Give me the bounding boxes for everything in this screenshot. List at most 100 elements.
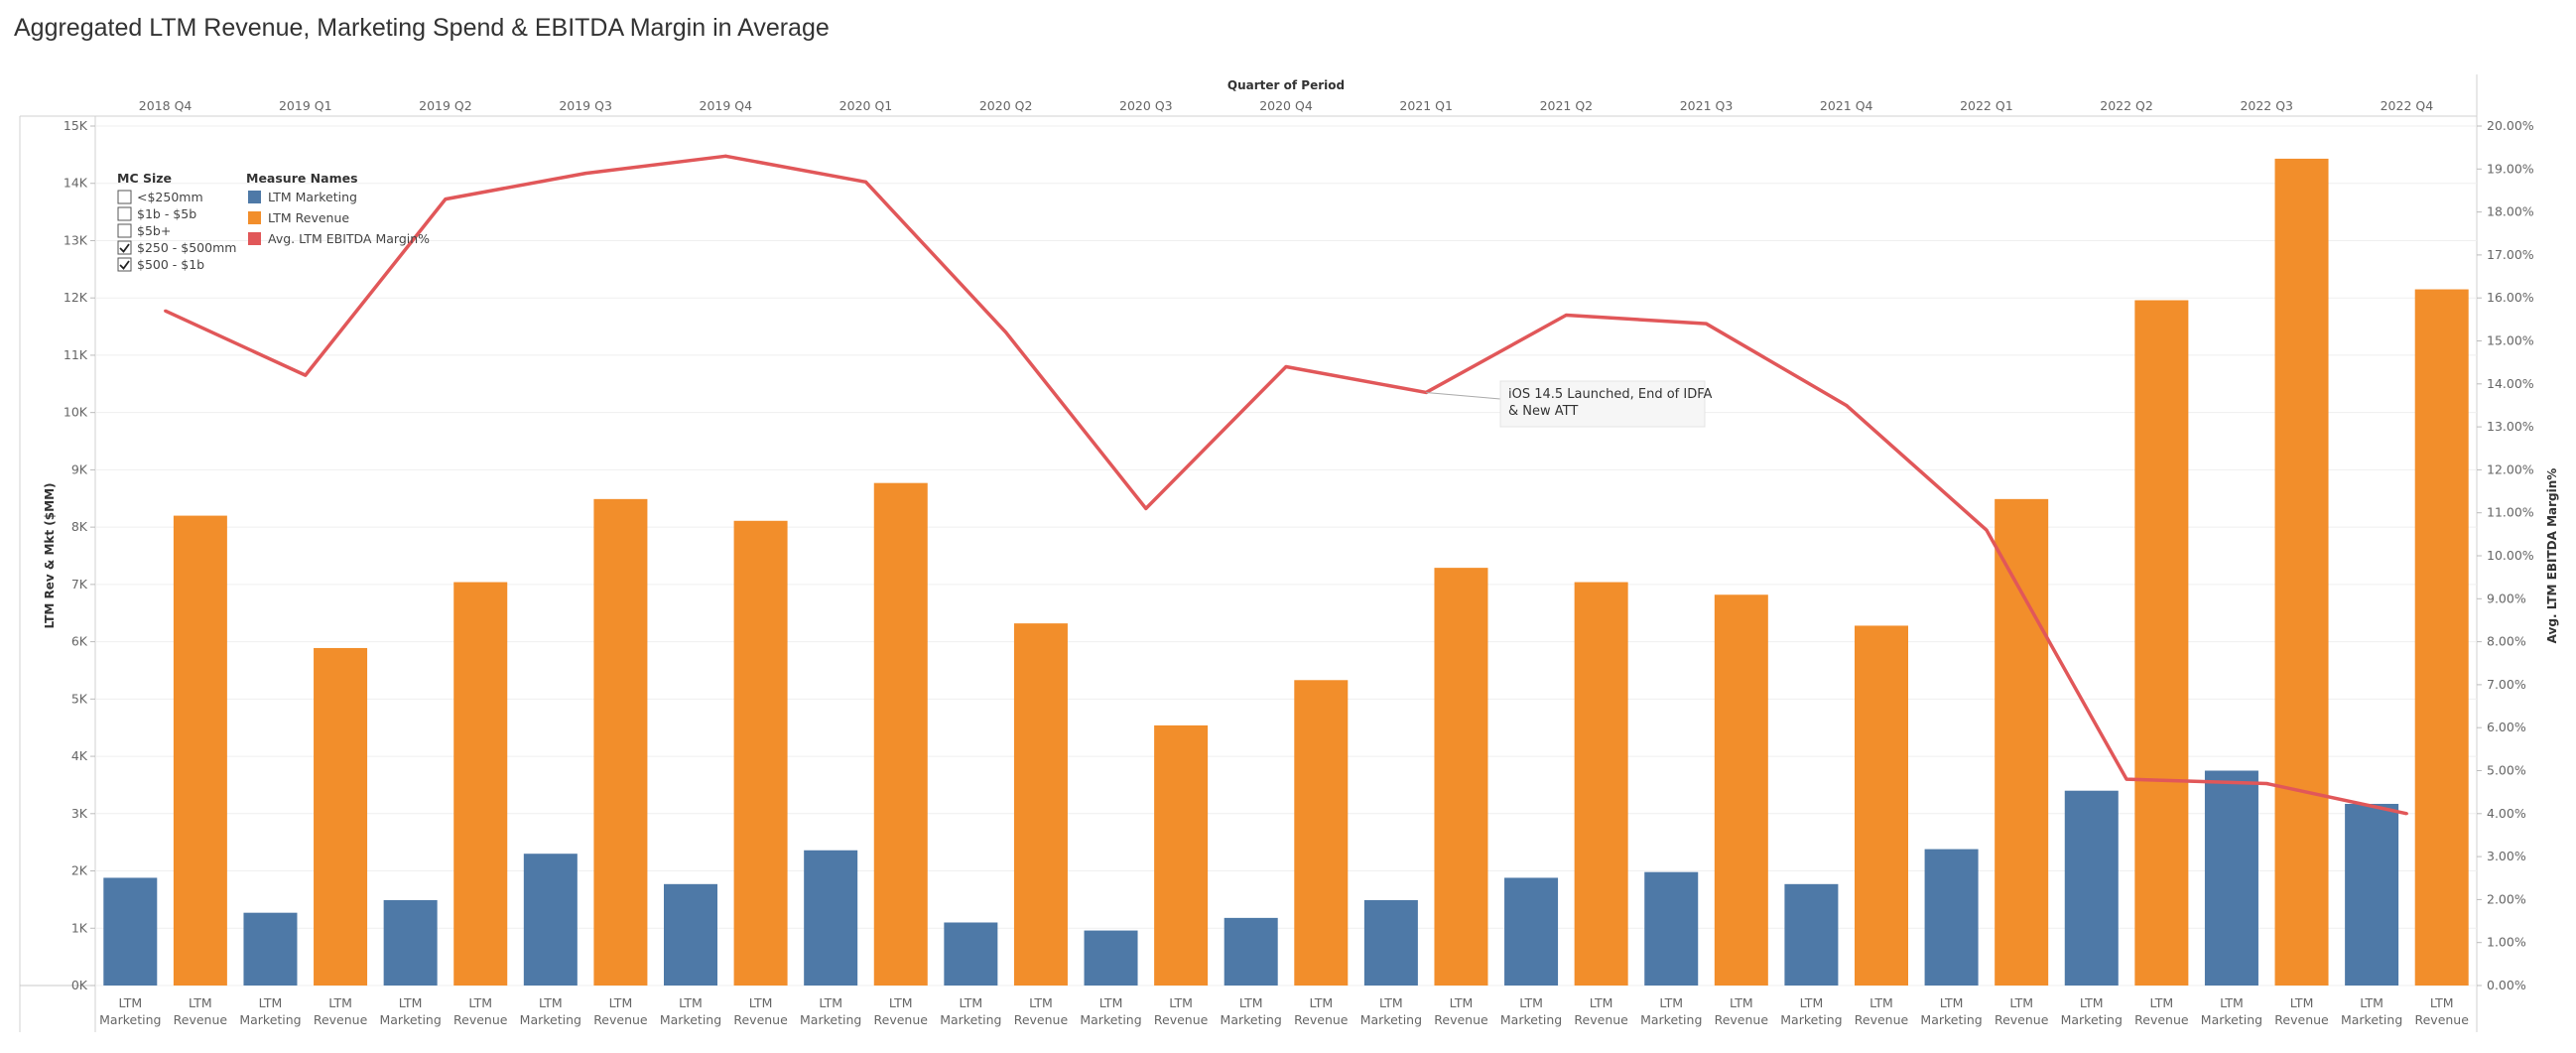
category-label-revenue: LTM xyxy=(468,995,492,1010)
category-label-marketing: LTM xyxy=(1379,995,1403,1010)
mc-size-option[interactable]: $250 - $500mm xyxy=(117,240,236,255)
category-label-marketing: Marketing xyxy=(239,1012,301,1027)
category-label-marketing: Marketing xyxy=(1780,1012,1842,1027)
left-tick-label: 12K xyxy=(64,290,88,305)
legend-swatch xyxy=(248,191,261,203)
ebitda-margin-point xyxy=(1144,506,1148,510)
category-label-revenue: LTM xyxy=(1169,995,1193,1010)
bar-ltm-revenue xyxy=(2274,158,2329,986)
right-tick-label: 14.00% xyxy=(2487,376,2534,391)
mc-size-option[interactable]: $5b+ xyxy=(117,223,171,238)
bar-ltm-marketing xyxy=(103,877,158,986)
checkbox xyxy=(117,257,132,272)
category-label-marketing: LTM xyxy=(679,995,703,1010)
category-label-revenue: Revenue xyxy=(874,1012,929,1027)
category-label-revenue: Revenue xyxy=(2274,1012,2329,1027)
legend-label: Avg. LTM EBITDA Margin% xyxy=(268,231,430,246)
mc-size-label: $5b+ xyxy=(137,223,171,238)
bar-ltm-revenue xyxy=(1574,582,1628,986)
category-label-revenue: Revenue xyxy=(1995,1012,2049,1027)
category-label-revenue: Revenue xyxy=(453,1012,508,1027)
category-label-revenue: LTM xyxy=(609,995,633,1010)
category-label-revenue: Revenue xyxy=(1294,1012,1349,1027)
right-tick-label: 19.00% xyxy=(2487,161,2534,176)
quarter-label: 2022 Q3 xyxy=(2240,98,2293,113)
category-label-revenue: LTM xyxy=(1590,995,1613,1010)
checkbox xyxy=(117,223,132,238)
category-label-revenue: Revenue xyxy=(1715,1012,1769,1027)
category-label-marketing: Marketing xyxy=(1080,1012,1141,1027)
legend-label: LTM Revenue xyxy=(268,210,349,225)
bar-ltm-marketing xyxy=(1644,871,1699,986)
category-label-revenue: LTM xyxy=(1450,995,1474,1010)
category-label-revenue: LTM xyxy=(1309,995,1333,1010)
bar-ltm-marketing xyxy=(2064,790,2119,986)
legend-swatch xyxy=(248,211,261,224)
left-tick-label: 11K xyxy=(64,347,88,362)
category-label-marketing: LTM xyxy=(819,995,842,1010)
right-tick-label: 15.00% xyxy=(2487,333,2534,348)
left-tick-label: 9K xyxy=(71,461,88,476)
right-tick-label: 6.00% xyxy=(2487,720,2526,734)
category-label-marketing: LTM xyxy=(2220,995,2244,1010)
bar-ltm-revenue xyxy=(733,520,788,986)
right-tick-label: 3.00% xyxy=(2487,849,2526,863)
category-label-revenue: Revenue xyxy=(2134,1012,2189,1027)
category-label-marketing: LTM xyxy=(259,995,283,1010)
chart-title: Aggregated LTM Revenue, Marketing Spend … xyxy=(14,14,830,42)
bar-ltm-revenue xyxy=(1013,623,1068,986)
left-tick-label: 0K xyxy=(71,978,88,992)
bar-ltm-revenue xyxy=(1995,498,2049,986)
right-tick-label: 10.00% xyxy=(2487,548,2534,563)
check-icon xyxy=(119,260,130,270)
column-header-title: Quarter of Period xyxy=(1227,78,1345,92)
quarter-label: 2019 Q1 xyxy=(279,98,332,113)
right-tick-label: 20.00% xyxy=(2487,118,2534,133)
category-label-revenue: LTM xyxy=(1869,995,1893,1010)
bar-ltm-marketing xyxy=(1224,917,1278,986)
bar-ltm-marketing xyxy=(1084,930,1138,986)
mc-size-option[interactable]: $500 - $1b xyxy=(117,257,204,272)
right-tick-label: 17.00% xyxy=(2487,247,2534,262)
bar-ltm-marketing xyxy=(383,899,438,986)
mc-size-option[interactable]: $1b - $5b xyxy=(117,206,196,221)
mc-size-label: $500 - $1b xyxy=(137,257,204,272)
measure-names-title: Measure Names xyxy=(246,171,358,186)
ebitda-margin-point xyxy=(583,172,587,176)
category-label-revenue: Revenue xyxy=(2414,1012,2469,1027)
quarter-label: 2019 Q2 xyxy=(419,98,472,113)
right-tick-label: 2.00% xyxy=(2487,891,2526,906)
ebitda-margin-point xyxy=(164,309,168,313)
bar-ltm-revenue xyxy=(453,582,508,986)
category-label-revenue: Revenue xyxy=(174,1012,228,1027)
category-label-marketing: LTM xyxy=(539,995,563,1010)
bar-ltm-marketing xyxy=(944,922,998,986)
bar-ltm-revenue xyxy=(2134,300,2189,986)
category-label-marketing: LTM xyxy=(1940,995,1964,1010)
category-label-revenue: LTM xyxy=(328,995,352,1010)
ebitda-margin-point xyxy=(304,373,308,377)
annotation-box xyxy=(1499,380,1706,428)
category-label-marketing: Marketing xyxy=(379,1012,441,1027)
annotation-text: iOS 14.5 Launched, End of IDFA xyxy=(1508,387,1713,402)
quarter-label: 2020 Q2 xyxy=(979,98,1033,113)
bar-ltm-revenue xyxy=(873,482,928,986)
category-label-marketing: Marketing xyxy=(1221,1012,1282,1027)
y-axis-right-title: Avg. LTM EBITDA Margin% xyxy=(2545,468,2559,644)
quarter-label: 2018 Q4 xyxy=(139,98,193,113)
bar-ltm-marketing xyxy=(1363,899,1418,986)
right-tick-label: 8.00% xyxy=(2487,634,2526,649)
right-tick-label: 5.00% xyxy=(2487,763,2526,778)
category-label-marketing: Marketing xyxy=(1920,1012,1982,1027)
quarter-label: 2021 Q4 xyxy=(1820,98,1873,113)
category-label-marketing: Marketing xyxy=(800,1012,861,1027)
category-label-marketing: LTM xyxy=(1800,995,1824,1010)
left-tick-label: 7K xyxy=(71,577,88,592)
category-label-revenue: Revenue xyxy=(1154,1012,1209,1027)
category-label-revenue: LTM xyxy=(1730,995,1753,1010)
bar-ltm-revenue xyxy=(1434,568,1488,986)
mc-size-option[interactable]: <$250mm xyxy=(117,190,203,204)
ebitda-margin-point xyxy=(1284,364,1288,368)
category-label-marketing: LTM xyxy=(1659,995,1683,1010)
